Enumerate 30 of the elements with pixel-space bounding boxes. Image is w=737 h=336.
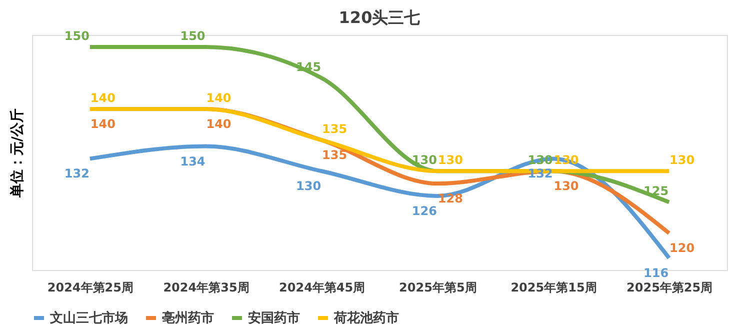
data-label: 128: [438, 192, 463, 206]
data-label: 135: [322, 122, 348, 136]
data-label: 150: [180, 29, 206, 43]
y-axis-title: 单位：元/公斤: [8, 108, 26, 199]
legend-label: 荷花池药市: [333, 310, 399, 326]
legend-label: 亳州药市: [162, 310, 214, 326]
x-tick-label: 2024年第45周: [279, 280, 366, 294]
chart-title: 120头三七: [338, 8, 420, 27]
data-label: 130: [438, 153, 463, 168]
data-label: 120: [670, 241, 695, 256]
data-label: 126: [412, 204, 437, 218]
data-label: 130: [296, 179, 322, 194]
data-label: 135: [322, 148, 348, 162]
data-label: 130: [670, 153, 695, 168]
legend-label: 安国药市: [248, 310, 300, 326]
x-tick-label: 2024年第25周: [47, 280, 134, 294]
data-label: 130: [554, 179, 579, 194]
data-label: 132: [64, 166, 90, 181]
x-tick-label: 2025年第15周: [510, 280, 597, 294]
x-tick-label: 2025年第5周: [399, 280, 477, 294]
x-tick-label: 2024年第35周: [163, 280, 250, 294]
data-label: 150: [64, 29, 90, 43]
data-label: 140: [90, 91, 116, 106]
data-label: 140: [206, 117, 232, 132]
data-label: 140: [206, 91, 232, 106]
data-label: 134: [180, 154, 206, 168]
data-label: 116: [644, 266, 669, 280]
legend-label: 文山三七市场: [49, 310, 128, 326]
x-tick-label: 2025年第25周: [626, 280, 713, 294]
data-label: 140: [90, 117, 116, 132]
